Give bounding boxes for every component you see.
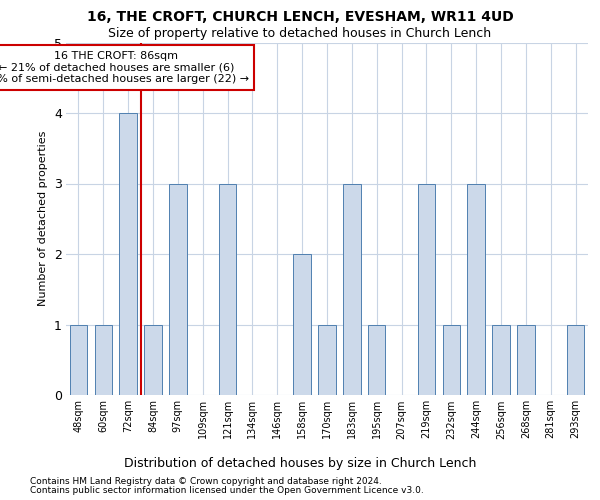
Text: Contains HM Land Registry data © Crown copyright and database right 2024.: Contains HM Land Registry data © Crown c… bbox=[30, 477, 382, 486]
Text: 16, THE CROFT, CHURCH LENCH, EVESHAM, WR11 4UD: 16, THE CROFT, CHURCH LENCH, EVESHAM, WR… bbox=[86, 10, 514, 24]
Bar bbox=[443, 324, 460, 395]
Bar bbox=[145, 324, 162, 395]
Text: 16 THE CROFT: 86sqm
← 21% of detached houses are smaller (6)
79% of semi-detache: 16 THE CROFT: 86sqm ← 21% of detached ho… bbox=[0, 51, 249, 84]
Bar bbox=[492, 324, 509, 395]
Text: Contains public sector information licensed under the Open Government Licence v3: Contains public sector information licen… bbox=[30, 486, 424, 495]
Bar bbox=[567, 324, 584, 395]
Text: Distribution of detached houses by size in Church Lench: Distribution of detached houses by size … bbox=[124, 458, 476, 470]
Bar bbox=[70, 324, 87, 395]
Y-axis label: Number of detached properties: Number of detached properties bbox=[38, 131, 48, 306]
Bar bbox=[293, 254, 311, 395]
Bar bbox=[418, 184, 435, 395]
Bar bbox=[517, 324, 535, 395]
Bar bbox=[343, 184, 361, 395]
Bar bbox=[219, 184, 236, 395]
Bar bbox=[318, 324, 335, 395]
Bar bbox=[467, 184, 485, 395]
Text: Size of property relative to detached houses in Church Lench: Size of property relative to detached ho… bbox=[109, 28, 491, 40]
Bar bbox=[368, 324, 385, 395]
Bar bbox=[169, 184, 187, 395]
Bar bbox=[119, 113, 137, 395]
Bar bbox=[95, 324, 112, 395]
